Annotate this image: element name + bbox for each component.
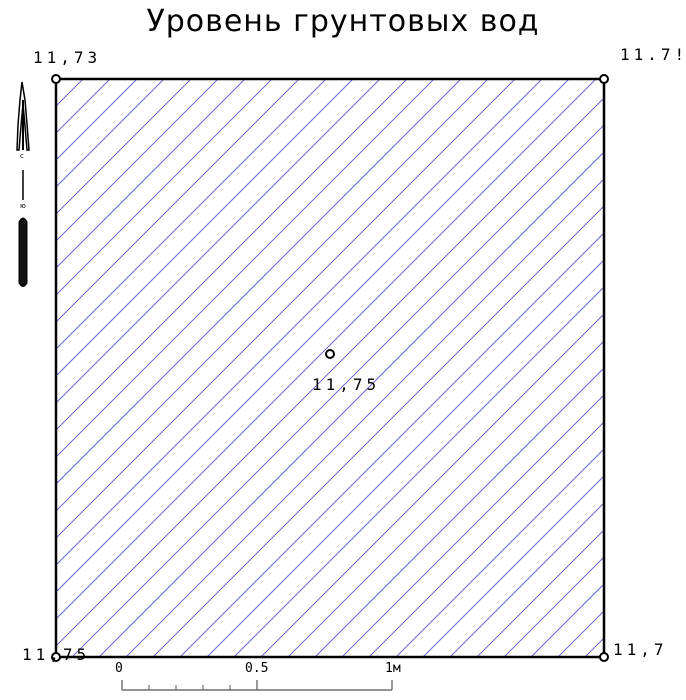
survey-point-center [325,349,335,359]
hatch-line [56,79,543,566]
hatch-line [56,79,165,188]
survey-point-top-left [51,74,61,84]
hatch-line [56,79,138,161]
hatch-line [584,637,604,657]
survey-point-bottom-left [51,652,61,662]
plot-boundary [54,77,606,659]
hatch-line [56,79,192,215]
hatch-line [422,475,604,657]
hatch-line [56,79,300,323]
hatch-line [152,205,604,657]
scale-label-full: 1м [385,661,401,676]
hatch-line [341,394,604,657]
north-arrow-icon [16,81,30,287]
hatch-line [98,151,604,657]
elevation-top-left: 11,73 [33,48,102,67]
map-title: Уровень грунтовых вод [146,4,540,39]
hatch-line [503,556,604,657]
compass-south-label: ю [20,202,26,210]
hatch-line [395,448,604,657]
hatch-line [179,232,604,657]
scale-bar [121,680,393,691]
hatch-line [56,79,381,404]
hatch-line [56,79,327,350]
hatch-line [314,367,604,657]
hatch-line [206,259,604,657]
elevation-bottom-left: 11,75 [22,645,91,664]
hatch-line [476,529,604,657]
compass-north-label: с [20,152,24,160]
scale-label-half: 0.5 [245,661,269,676]
hatch-line [56,79,435,458]
hatch-line [56,97,604,647]
hatch-line [56,79,57,80]
hatch-line [260,313,604,657]
hatch-line [612,79,686,657]
hatch-line [56,79,570,593]
elevation-bottom-right: 11,7 [613,640,668,659]
scale-label-zero: 0 [115,661,123,676]
hatch-line [56,79,489,512]
elevation-center: 11,75 [312,375,381,394]
hatch-line [56,79,597,620]
hatch-line [56,79,84,107]
hatch-line [449,502,604,657]
hatch-line [56,79,516,539]
elevation-top-right: 11.7! [620,45,686,64]
hatch-line [368,421,604,657]
survey-point-top-right [599,74,609,84]
hatch-line [56,79,246,269]
hatch-line [56,79,354,377]
hatch-line [125,178,604,657]
hatch-line [56,79,273,296]
hatch-line [530,583,604,657]
groundwater-hatch [56,79,686,657]
hatch-line [56,79,462,485]
hatch-line [71,124,604,657]
survey-point-bottom-right [599,652,609,662]
hatch-line [56,79,408,431]
hatch-line [233,286,604,657]
hatch-line [56,79,219,242]
hatch-line [287,340,604,657]
